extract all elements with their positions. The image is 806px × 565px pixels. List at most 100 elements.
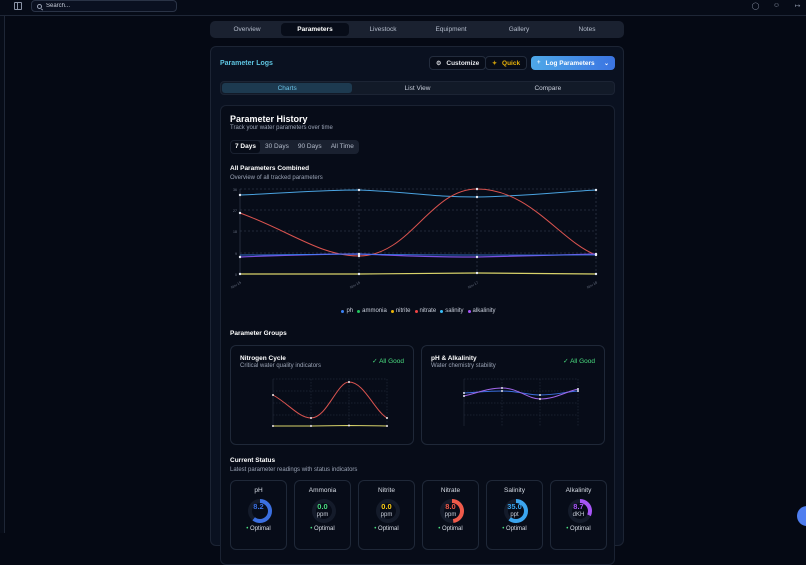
gauge-ring [440,499,464,523]
stat-status: Optimal [231,526,286,532]
stat-value: 8.7 [573,502,584,511]
stat-label: pH [254,487,263,494]
history-subtitle: Track your water parameters over time [230,125,333,131]
parameter-history-card: Parameter History Track your water param… [220,105,615,565]
customize-button[interactable]: ⚙ Customize [429,56,487,70]
stat-value: 35.0 [507,502,522,511]
legend-salinity[interactable]: salinity [440,308,464,314]
plus-icon: + [537,60,541,66]
panel-title: Parameter Logs [220,60,273,67]
range-all-time[interactable]: All Time [330,143,354,150]
stat-value: 0.0 [381,502,392,511]
stat-value: 8.2 [253,502,264,511]
stat-label: Ammonia [308,487,337,494]
user-icon[interactable]: ☺ [772,2,781,9]
nitrogen-cycle-chart [272,378,388,427]
status-card-ph[interactable]: pH 8.2 Optimal [230,480,287,550]
svg-text:27: 27 [233,209,237,213]
svg-text:18: 18 [233,230,237,234]
status-card-nitrate[interactable]: Nitrate 8.0 ppm Optimal [422,480,479,550]
status-card-salinity[interactable]: Salinity 35.0 ppt Optimal [486,480,543,550]
range-90-days[interactable]: 90 Days [297,143,322,150]
status-card-ammonia[interactable]: Ammonia 0.0 ppm Optimal [294,480,351,550]
stat-status: Optimal [423,526,478,532]
chart-legend: ph ammonia nitrite nitrate salinity alka… [221,308,616,314]
tab-list-view[interactable]: List View [404,85,431,92]
left-rail [0,0,5,533]
sparkle-icon: ✦ [492,60,498,67]
sidebar-toggle-icon[interactable] [14,2,22,10]
svg-text:Nov 18: Nov 18 [586,281,598,290]
stat-label: Nitrate [440,487,461,494]
customize-label: Customize [446,59,480,67]
svg-text:36: 36 [233,188,237,192]
legend-nitrite[interactable]: nitrite [390,308,411,314]
stat-status: Optimal [487,526,542,532]
gauge-ring [312,499,336,523]
search-box[interactable] [31,0,177,12]
stat-value: 0.0 [317,502,328,511]
status-badge: ✓ All Good [563,358,595,365]
logout-icon[interactable]: ↦ [794,3,801,10]
tab-charts[interactable]: Charts [222,83,353,93]
tab-livestock[interactable]: Livestock [369,26,397,33]
group-subtitle: Water chemistry stability [431,363,496,369]
stat-unit: ppm [380,512,393,518]
search-input[interactable] [46,3,166,9]
legend-ph[interactable]: ph [341,308,353,314]
floating-action-button[interactable] [797,506,806,526]
quick-button[interactable]: ✦ Quick [485,56,528,70]
view-tabs: Charts List View Compare [220,81,615,95]
svg-text:Nov 17: Nov 17 [467,281,479,290]
range-30-days[interactable]: 30 Days [264,143,289,150]
log-parameters-button[interactable]: + Log Parameters ⌄ [531,56,615,70]
tab-equipment[interactable]: Equipment [435,26,467,33]
legend-label: nitrite [395,308,411,314]
tab-overview[interactable]: Overview [233,26,261,33]
tab-gallery[interactable]: Gallery [508,26,530,33]
combined-chart-subtitle: Overview of all tracked parameters [230,175,323,181]
tab-parameters[interactable]: Parameters [281,23,349,36]
history-title: Parameter History [230,114,308,124]
current-status-title: Current Status [230,457,276,464]
stat-status: Optimal [359,526,414,532]
gauge-ring [568,499,592,523]
stat-unit: ppt [510,512,519,518]
ph-alkalinity-card: pH & Alkalinity Water chemistry stabilit… [421,345,605,445]
group-title: Nitrogen Cycle [240,355,286,362]
svg-text:Nov 15: Nov 15 [230,281,242,290]
legend-label: salinity [445,308,464,314]
search-icon [37,3,42,9]
main-tabs: Overview Parameters Livestock Equipment … [210,21,624,38]
parameter-logs-panel: Parameter Logs ⚙ Customize ✦ Quick + Log… [210,46,624,565]
legend-label: nitrate [419,308,437,314]
gauge-ring [248,499,272,523]
tab-compare[interactable]: Compare [534,85,562,92]
status-badge: ✓ All Good [372,358,404,365]
log-label: Log Parameters [545,59,595,67]
bell-icon[interactable]: ◯ [751,3,760,10]
stat-unit: ppm [316,512,329,518]
legend-ammonia[interactable]: ammonia [357,308,387,314]
status-card-alkalinity[interactable]: Alkalinity 8.7 dKH Optimal [550,480,607,550]
legend-label: alkalinity [472,308,496,314]
stat-unit: ppm [444,512,457,518]
legend-label: ph [346,308,354,314]
stat-label: Nitrite [378,487,395,494]
combined-chart-title: All Parameters Combined [230,165,310,172]
chevron-down-icon[interactable]: ⌄ [603,60,609,67]
tab-notes[interactable]: Notes [578,26,596,33]
svg-text:9: 9 [235,252,237,256]
nitrogen-cycle-card: Nitrogen Cycle Critical water quality in… [230,345,414,445]
range-7-days[interactable]: 7 Days [231,141,260,153]
legend-nitrate[interactable]: nitrate [414,308,437,314]
group-subtitle: Critical water quality indicators [240,363,322,369]
quick-label: Quick [502,59,521,67]
stat-label: Alkalinity [565,487,592,494]
stat-label: Salinity [504,487,525,494]
stat-status: Optimal [295,526,350,532]
stat-status: Optimal [551,526,606,532]
time-range-selector: 7 Days 30 Days 90 Days All Time [230,140,359,154]
status-card-nitrite[interactable]: Nitrite 0.0 ppm Optimal [358,480,415,550]
legend-alkalinity[interactable]: alkalinity [467,308,496,314]
